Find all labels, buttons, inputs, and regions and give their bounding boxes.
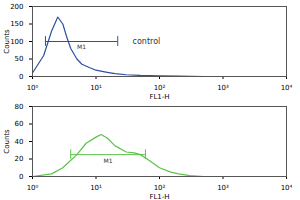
svg-text:FL1-H: FL1-H: [149, 193, 169, 200]
svg-text:0: 0: [19, 173, 23, 181]
svg-text:M1: M1: [104, 157, 113, 164]
svg-text:80: 80: [15, 103, 24, 111]
svg-text:100: 100: [10, 38, 23, 46]
svg-text:10¹: 10¹: [90, 184, 102, 192]
svg-text:FL1-H: FL1-H: [149, 93, 169, 101]
svg-text:10³: 10³: [217, 184, 229, 192]
svg-text:150: 150: [10, 20, 23, 28]
svg-text:10⁴: 10⁴: [281, 184, 293, 192]
svg-text:200: 200: [10, 3, 23, 11]
svg-text:10⁰: 10⁰: [27, 184, 39, 192]
svg-text:10⁰: 10⁰: [27, 84, 39, 92]
svg-text:10³: 10³: [217, 84, 229, 92]
svg-text:M1: M1: [77, 43, 86, 50]
svg-text:10²: 10²: [154, 84, 166, 92]
svg-text:40: 40: [15, 138, 24, 146]
svg-text:10¹: 10¹: [90, 84, 102, 92]
svg-text:Counts: Counts: [3, 129, 11, 154]
svg-text:20: 20: [15, 155, 24, 163]
svg-text:10²: 10²: [154, 184, 166, 192]
svg-text:10⁴: 10⁴: [281, 84, 293, 92]
svg-text:50: 50: [15, 55, 24, 63]
svg-text:0: 0: [19, 73, 23, 81]
svg-text:60: 60: [15, 120, 24, 128]
svg-text:control: control: [133, 37, 161, 46]
svg-text:Counts: Counts: [3, 29, 11, 54]
